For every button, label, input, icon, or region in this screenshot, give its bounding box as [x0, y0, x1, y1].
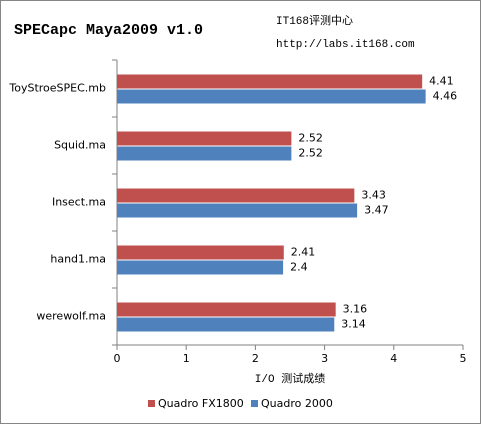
y-tick-label: Squid.ma [54, 139, 106, 152]
value-label: 2.52 [298, 132, 323, 145]
x-axis-label: I/O 测试成绩 [255, 372, 325, 386]
bar [117, 74, 423, 89]
value-label: 2.41 [291, 246, 316, 259]
y-tick-label: ToyStroeSPEC.mb [8, 82, 106, 95]
x-tick-label: 4 [390, 352, 397, 365]
bar [117, 260, 284, 275]
value-label: 3.47 [364, 204, 389, 217]
x-tick-label: 0 [114, 352, 121, 365]
bar [117, 245, 284, 260]
bar [117, 203, 358, 218]
value-label: 2.52 [298, 147, 323, 160]
value-label: 3.43 [361, 189, 386, 202]
legend-label: Quadro FX1800 [158, 397, 244, 410]
bar [117, 317, 335, 332]
x-tick-label: 1 [183, 352, 190, 365]
bar [117, 188, 355, 203]
value-label: 4.46 [433, 90, 458, 103]
x-tick-label: 5 [460, 352, 467, 365]
legend-swatch [251, 400, 258, 407]
y-tick-label: hand1.ma [50, 253, 106, 266]
value-label: 4.41 [429, 75, 454, 88]
value-label: 3.16 [343, 303, 368, 316]
bar [117, 302, 336, 317]
x-tick-label: 2 [252, 352, 259, 365]
x-tick-label: 3 [321, 352, 328, 365]
value-label: 2.4 [290, 261, 308, 274]
legend-swatch [148, 400, 155, 407]
bar [117, 131, 292, 146]
legend-label: Quadro 2000 [261, 397, 333, 410]
y-tick-label: Insect.ma [52, 196, 106, 209]
y-tick-label: werewolf.ma [36, 310, 106, 323]
annotation: http://labs.it168.com [276, 39, 415, 51]
annotation: IT168评测中心 [276, 14, 353, 28]
chart-title: SPECapc Maya2009 v1.0 [14, 22, 203, 39]
value-label: 3.14 [341, 318, 366, 331]
bar [117, 146, 292, 161]
bar [117, 89, 426, 104]
